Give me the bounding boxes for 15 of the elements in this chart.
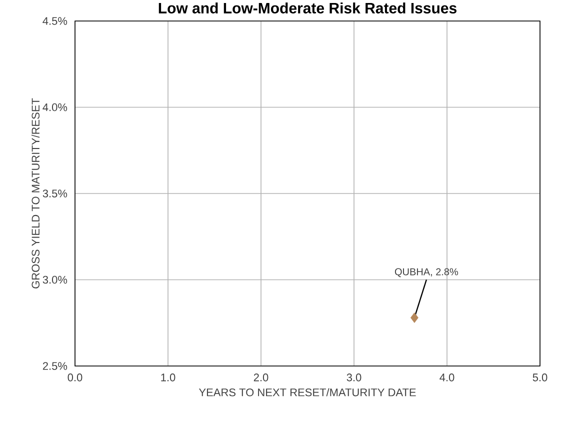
- x-tick-label: 1.0: [161, 374, 176, 382]
- x-tick-label: 2.0: [254, 374, 268, 382]
- x-tick-label: 4.0: [440, 374, 454, 382]
- x-tick-label: 0.0: [68, 374, 82, 382]
- y-tick-label: 4.5%: [42, 17, 68, 25]
- x-axis-title: YEARS TO NEXT RESET/MATURITY DATE: [198, 388, 416, 396]
- chart-title: Low and Low-Moderate Risk Rated Issues: [158, 2, 456, 14]
- x-tick-label: 3.0: [346, 374, 362, 382]
- y-axis-title: GROSS YIELD TO MATURITY/RESET: [31, 98, 40, 288]
- y-tick-label: 2.5%: [42, 362, 68, 370]
- y-tick-label: 4.0%: [42, 103, 68, 112]
- y-tick-label: 3.0%: [42, 276, 68, 284]
- x-tick-label: 5.0: [532, 374, 548, 382]
- y-tick-label: 3.5%: [42, 190, 68, 198]
- annotation: QUBHA, 2.8%: [394, 268, 458, 278]
